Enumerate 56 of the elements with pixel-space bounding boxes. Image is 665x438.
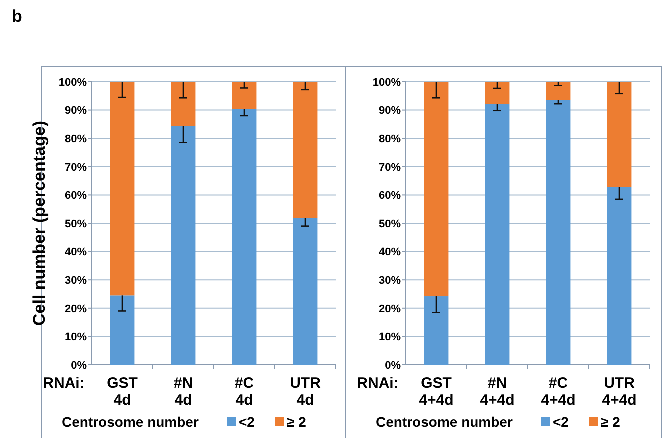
text: RNAi: bbox=[43, 375, 85, 392]
bar bbox=[607, 187, 632, 365]
x-tick-label: GST 4d bbox=[107, 375, 138, 409]
y-tick-label: 20% bbox=[378, 303, 402, 316]
y-tick-label: 0% bbox=[385, 360, 402, 372]
bar bbox=[293, 82, 318, 218]
x-tick-label: #C 4+4d bbox=[541, 375, 576, 409]
y-tick-label: 80% bbox=[64, 133, 88, 146]
y-tick-label: 20% bbox=[64, 303, 88, 316]
bar bbox=[424, 296, 449, 365]
y-tick-label: 10% bbox=[378, 332, 402, 344]
x-tick-label: GST 4+4d bbox=[419, 375, 454, 409]
y-tick-label: 50% bbox=[64, 218, 88, 230]
bar bbox=[485, 82, 510, 104]
legend-label: <2 bbox=[239, 414, 256, 430]
bar bbox=[232, 82, 257, 110]
bar bbox=[171, 126, 196, 365]
text: RNAi: bbox=[357, 375, 399, 392]
text: b bbox=[12, 7, 22, 26]
y-tick-label: 10% bbox=[64, 332, 88, 344]
bar bbox=[607, 82, 632, 188]
x-tick-label: #C 4d bbox=[234, 375, 254, 409]
y-tick-label: 40% bbox=[378, 246, 402, 259]
x-tick-label: #N 4d bbox=[174, 375, 194, 409]
y-tick-label: 60% bbox=[64, 190, 88, 202]
y-tick-label: 0% bbox=[71, 360, 88, 372]
y-tick-label: 50% bbox=[378, 218, 402, 230]
bar bbox=[485, 104, 510, 365]
legend-title: Centrosome number bbox=[376, 414, 514, 430]
y-tick-label: 30% bbox=[378, 274, 402, 287]
y-tick-label: 70% bbox=[378, 162, 402, 174]
bar bbox=[293, 218, 318, 365]
y-tick-label: 80% bbox=[378, 133, 402, 146]
y-tick-label: 100% bbox=[58, 76, 88, 89]
bar bbox=[546, 82, 571, 100]
y-tick-label: 70% bbox=[64, 162, 88, 174]
y-tick-label: 60% bbox=[378, 190, 402, 202]
x-tick-label: UTR 4d bbox=[290, 375, 322, 409]
x-tick-label: UTR 4+4d bbox=[602, 375, 637, 409]
bar bbox=[232, 109, 257, 365]
bar bbox=[424, 82, 449, 297]
y-tick-label: 40% bbox=[64, 246, 88, 259]
legend-label: ≥ 2 bbox=[601, 414, 621, 430]
x-tick-label: #N 4+4d bbox=[480, 375, 515, 409]
legend-label: <2 bbox=[553, 414, 570, 430]
y-tick-label: 30% bbox=[64, 274, 88, 287]
bar bbox=[110, 82, 135, 296]
legend-title: Centrosome number bbox=[62, 414, 200, 430]
y-tick-label: 90% bbox=[378, 105, 402, 118]
bar bbox=[546, 100, 571, 365]
y-tick-label: 90% bbox=[64, 105, 88, 118]
bar bbox=[110, 296, 135, 365]
legend-label: ≥ 2 bbox=[287, 414, 307, 430]
y-tick-label: 100% bbox=[372, 76, 402, 89]
bar bbox=[171, 82, 196, 126]
y-axis-title: Cell number (percentage) bbox=[30, 121, 49, 326]
